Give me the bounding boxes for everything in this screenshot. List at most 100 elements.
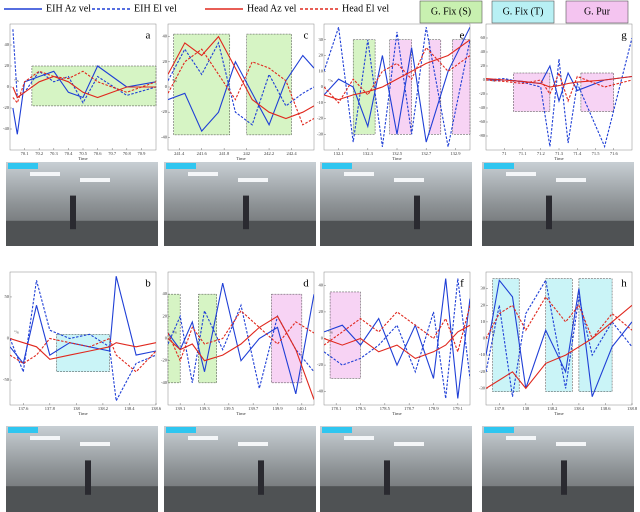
photo-floor bbox=[6, 220, 158, 246]
photo-light bbox=[30, 436, 60, 440]
photo-floor bbox=[6, 486, 158, 512]
photo-light bbox=[344, 172, 374, 176]
y-tick-label: -20 bbox=[317, 116, 324, 121]
photo-light bbox=[556, 442, 586, 446]
photo-tag bbox=[8, 427, 38, 433]
series-line bbox=[486, 71, 632, 103]
x-axis-label: Time bbox=[554, 156, 563, 161]
series-line bbox=[168, 41, 314, 126]
photo-light bbox=[80, 442, 110, 446]
gaze-region bbox=[271, 293, 303, 384]
y-tick-label: 20 bbox=[163, 59, 168, 64]
legend-region bbox=[419, 0, 483, 24]
y-axis-label: °/s bbox=[14, 78, 19, 83]
x-tick-label: 70.5 bbox=[79, 151, 88, 156]
photo-person bbox=[243, 195, 249, 230]
panel-letter: c bbox=[304, 30, 309, 42]
x-tick-label: 70.4 bbox=[64, 151, 73, 156]
x-tick-label: 138.6 bbox=[600, 406, 611, 411]
photo-person bbox=[85, 460, 91, 495]
x-tick-label: 138 bbox=[73, 406, 81, 411]
gaze-region bbox=[452, 39, 471, 135]
x-tick-label: 138.2 bbox=[98, 406, 108, 411]
x-tick-label: 140.1 bbox=[297, 406, 307, 411]
x-tick-label: 178.5 bbox=[380, 406, 391, 411]
y-axis-label: °/s bbox=[490, 330, 495, 335]
legend-region bbox=[491, 0, 555, 24]
x-tick-label: 70.6 bbox=[94, 151, 103, 156]
x-tick-label: 132.9 bbox=[450, 151, 461, 156]
y-tick-label: -20 bbox=[479, 91, 486, 96]
x-axis-label: Time bbox=[554, 411, 563, 416]
legend-label: EIH Az vel bbox=[46, 3, 91, 14]
y-tick-label: 40 bbox=[163, 291, 168, 296]
x-tick-label: 70.3 bbox=[50, 151, 59, 156]
series-line bbox=[486, 75, 632, 88]
x-axis-label: Time bbox=[78, 411, 87, 416]
photo-light bbox=[80, 178, 110, 182]
panel-letter: g bbox=[621, 30, 627, 42]
y-tick-label: 0 bbox=[7, 336, 10, 341]
gaze-region bbox=[492, 278, 520, 392]
series-line bbox=[12, 75, 156, 99]
y-tick-label: 20 bbox=[5, 63, 10, 68]
panel-letter: a bbox=[146, 30, 151, 42]
y-tick-label: 0 bbox=[483, 336, 486, 341]
series-line bbox=[10, 280, 156, 403]
y-tick-label: -20 bbox=[161, 358, 168, 363]
x-tick-label: 242.4 bbox=[286, 151, 297, 156]
x-tick-label: 242.2 bbox=[264, 151, 274, 156]
photo-light bbox=[30, 172, 60, 176]
photo-floor bbox=[320, 486, 472, 512]
y-tick-label: 30 bbox=[319, 37, 324, 42]
series-line bbox=[324, 26, 470, 143]
gaze-region bbox=[580, 72, 615, 112]
y-tick-label: 40 bbox=[319, 282, 324, 287]
x-tick-label: 138 bbox=[522, 406, 530, 411]
y-tick-label: -80 bbox=[479, 133, 486, 138]
photo-tag bbox=[166, 163, 196, 169]
series-line bbox=[168, 35, 314, 120]
y-tick-label: -40 bbox=[317, 389, 324, 394]
x-tick-label: 241.6 bbox=[197, 151, 208, 156]
x-axis-label: Time bbox=[392, 156, 401, 161]
legend-region-label: G. Pur bbox=[584, 6, 611, 17]
panel-letter: d bbox=[303, 278, 309, 290]
x-tick-label: 178.9 bbox=[428, 406, 439, 411]
x-tick-label: 138.8 bbox=[627, 406, 638, 411]
y-tick-label: 10 bbox=[481, 319, 486, 324]
legend-region-label: G. Fix (S) bbox=[431, 6, 471, 17]
panel-letter: h bbox=[621, 278, 627, 290]
gaze-region bbox=[352, 39, 376, 135]
y-axis-label: °/s bbox=[172, 330, 177, 335]
x-tick-label: 241.8 bbox=[219, 151, 230, 156]
gaze-region bbox=[513, 72, 551, 112]
x-tick-label: 139.5 bbox=[224, 406, 235, 411]
x-tick-label: 178.1 bbox=[331, 406, 341, 411]
x-tick-label: 132.5 bbox=[392, 151, 403, 156]
series-line bbox=[324, 305, 470, 354]
y-tick-label: -50 bbox=[3, 377, 10, 382]
x-axis-label: Time bbox=[392, 411, 401, 416]
x-tick-label: 70.7 bbox=[108, 151, 117, 156]
x-tick-label: 70.2 bbox=[35, 151, 43, 156]
x-tick-label: 139.1 bbox=[175, 406, 185, 411]
series-line bbox=[10, 337, 156, 360]
x-tick-label: 241.4 bbox=[174, 151, 185, 156]
photo-tag bbox=[484, 427, 514, 433]
series-line bbox=[10, 337, 156, 373]
x-tick-label: 139.3 bbox=[199, 406, 210, 411]
x-tick-label: 139.9 bbox=[272, 406, 283, 411]
photo-person bbox=[561, 460, 567, 495]
y-axis-label: °/s bbox=[328, 330, 333, 335]
photo-person bbox=[70, 195, 76, 230]
photo-person bbox=[384, 460, 390, 495]
y-tick-label: -20 bbox=[317, 362, 324, 367]
photo-light bbox=[506, 436, 536, 440]
y-tick-label: -20 bbox=[479, 369, 486, 374]
y-tick-label: -10 bbox=[479, 352, 486, 357]
series-line bbox=[168, 48, 314, 126]
series-line bbox=[324, 27, 470, 147]
y-tick-label: -30 bbox=[479, 385, 486, 390]
legend-label: Head El vel bbox=[342, 3, 389, 14]
